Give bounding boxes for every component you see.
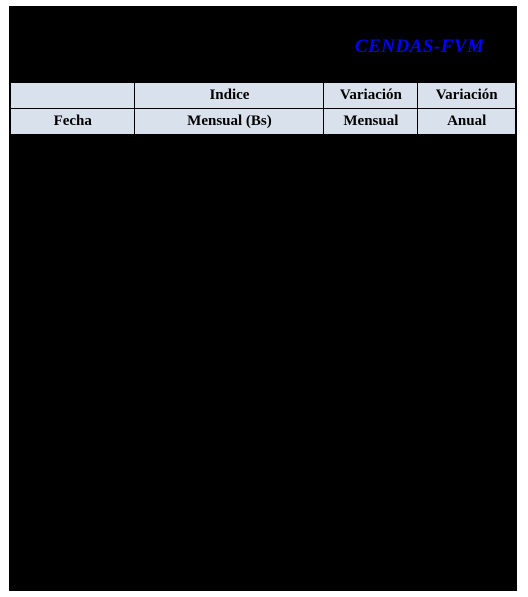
cell-fecha: Ene-19 (10, 163, 135, 191)
cell-fecha: May-18 (10, 275, 135, 303)
cell-fecha: Dic-18 (10, 471, 135, 499)
table-row: Ene-184.046,00 (10, 135, 516, 163)
cell-fecha: Abr-18 (10, 247, 135, 275)
cell-vara (418, 135, 516, 163)
cell-varm: 23,00% (324, 387, 418, 415)
brand-row: CENDAS-FVM (10, 35, 516, 60)
table-row: Mar-1811.985,0065,20% (10, 219, 516, 247)
cell-indice: 3.894.390,00 (135, 443, 324, 471)
table-title: Indice Nacional de Precios al Consumidor (11, 12, 515, 30)
table-row: Jul-18191.397,0083,70% (10, 331, 516, 359)
cell-vara (418, 247, 516, 275)
cell-vara (418, 471, 516, 499)
cell-vara (418, 303, 516, 331)
cell-indice: 594.068,00 (135, 359, 324, 387)
total-row: Total 1.124,50% (10, 533, 516, 562)
col-vara-bot: Anual (418, 109, 516, 135)
cell-vara (418, 275, 516, 303)
col-fecha: Fecha (10, 109, 135, 135)
cell-vara (418, 443, 516, 471)
col-indice-bot: Mensual (Bs) (135, 109, 324, 135)
cell-vara (418, 415, 516, 443)
average-varm: 93,70% (324, 562, 418, 591)
header-row-1: Indice Variación Variación (10, 83, 516, 109)
inpc-table: Indice Nacional de Precios al Consumidor… (9, 6, 517, 591)
data-rows: Ene-184.046,00Ene-197.489.044,00184.966,… (10, 135, 516, 528)
total-label: Total (10, 533, 135, 562)
col-vara-top: Variación (418, 83, 516, 109)
cell-fecha: Ene-18 (10, 135, 135, 163)
cell-indice: 4.046,00 (135, 135, 324, 163)
cell-fecha: Jun-18 (10, 303, 135, 331)
total-varm: 1.124,50% (324, 533, 418, 562)
table-row: Abr-1821.688,0081,00% (10, 247, 516, 275)
total-vara (418, 533, 516, 562)
cell-varm (324, 163, 418, 191)
cell-vara (418, 191, 516, 219)
cell-vara (418, 359, 516, 387)
cell-varm: 126,40% (324, 303, 418, 331)
cell-varm (324, 135, 418, 163)
cell-varm: 65,20% (324, 219, 418, 247)
cell-vara: 184.966,80% (418, 163, 516, 191)
average-label: Promedio (10, 562, 135, 591)
col-varm-top: Variación (324, 83, 418, 109)
cell-indice: 104.170,00 (135, 303, 324, 331)
cell-indice: 1.916.446,00 (135, 415, 324, 443)
period-note: (Enero 2018 – Enero 2019) (135, 63, 515, 79)
cell-varm: 79,30% (324, 191, 418, 219)
cell-fecha: Ene-19 (10, 499, 135, 528)
table-row: Feb-187.253,0079,30% (10, 191, 516, 219)
cell-varm: 112,20% (324, 275, 418, 303)
table-row: Jun-18104.170,00126,40% (10, 303, 516, 331)
cell-vara (418, 219, 516, 247)
table-row: Sep-18730.704,0023,00% (10, 387, 516, 415)
title-row: Indice Nacional de Precios al Consumidor (10, 7, 516, 35)
cell-indice: 46.020,00 (135, 275, 324, 303)
table-row: Oct-181.916.446,00162,30% (10, 415, 516, 443)
table-row: Ene-197.489.044,0030,50% (10, 499, 516, 528)
table-row: Ago-18594.068,00210,40% (10, 359, 516, 387)
cell-indice: 21.688,00 (135, 247, 324, 275)
cell-indice: 7.489.044,00 (135, 163, 324, 191)
cell-indice: 5.736.698,00 (135, 471, 324, 499)
cell-indice: 11.985,00 (135, 219, 324, 247)
cell-fecha: Sep-18 (10, 387, 135, 415)
cell-varm: 81,00% (324, 247, 418, 275)
cell-varm: 210,40% (324, 359, 418, 387)
cell-indice: 730.704,00 (135, 387, 324, 415)
cell-fecha: Oct-18 (10, 415, 135, 443)
table-row: Ene-197.489.044,00 184.966,80% (10, 163, 516, 191)
table-row: Dic-185.736.698,0047,30% (10, 471, 516, 499)
cell-vara (418, 387, 516, 415)
average-vara (418, 562, 516, 591)
cell-varm: 83,70% (324, 331, 418, 359)
table-row: May-1846.020,00112,20% (10, 275, 516, 303)
cell-varm: 30,50% (324, 499, 418, 528)
average-row: Promedio 93,70% (10, 562, 516, 591)
cell-fecha: Feb-18 (10, 191, 135, 219)
cell-fecha: Nov-18 (10, 443, 135, 471)
cell-varm: 103,20% (324, 443, 418, 471)
cell-fecha: Jul-18 (10, 331, 135, 359)
col-varm-bot: Mensual (324, 109, 418, 135)
cell-indice: 191.397,00 (135, 331, 324, 359)
cell-vara (418, 499, 516, 528)
header-row-2: Fecha Mensual (Bs) Mensual Anual (10, 109, 516, 135)
cell-varm: 162,30% (324, 415, 418, 443)
cell-vara (418, 331, 516, 359)
cell-varm: 47,30% (324, 471, 418, 499)
cell-fecha: Ago-18 (10, 359, 135, 387)
brand-label: CENDAS-FVM (324, 36, 515, 58)
cell-indice: 7.253,00 (135, 191, 324, 219)
table-row: Nov-183.894.390,00103,20% (10, 443, 516, 471)
cell-fecha: Mar-18 (10, 219, 135, 247)
cell-indice: 7.489.044,00 (135, 499, 324, 528)
period-row: (Enero 2018 – Enero 2019) (10, 60, 516, 83)
col-indice-top: Indice (135, 83, 324, 109)
